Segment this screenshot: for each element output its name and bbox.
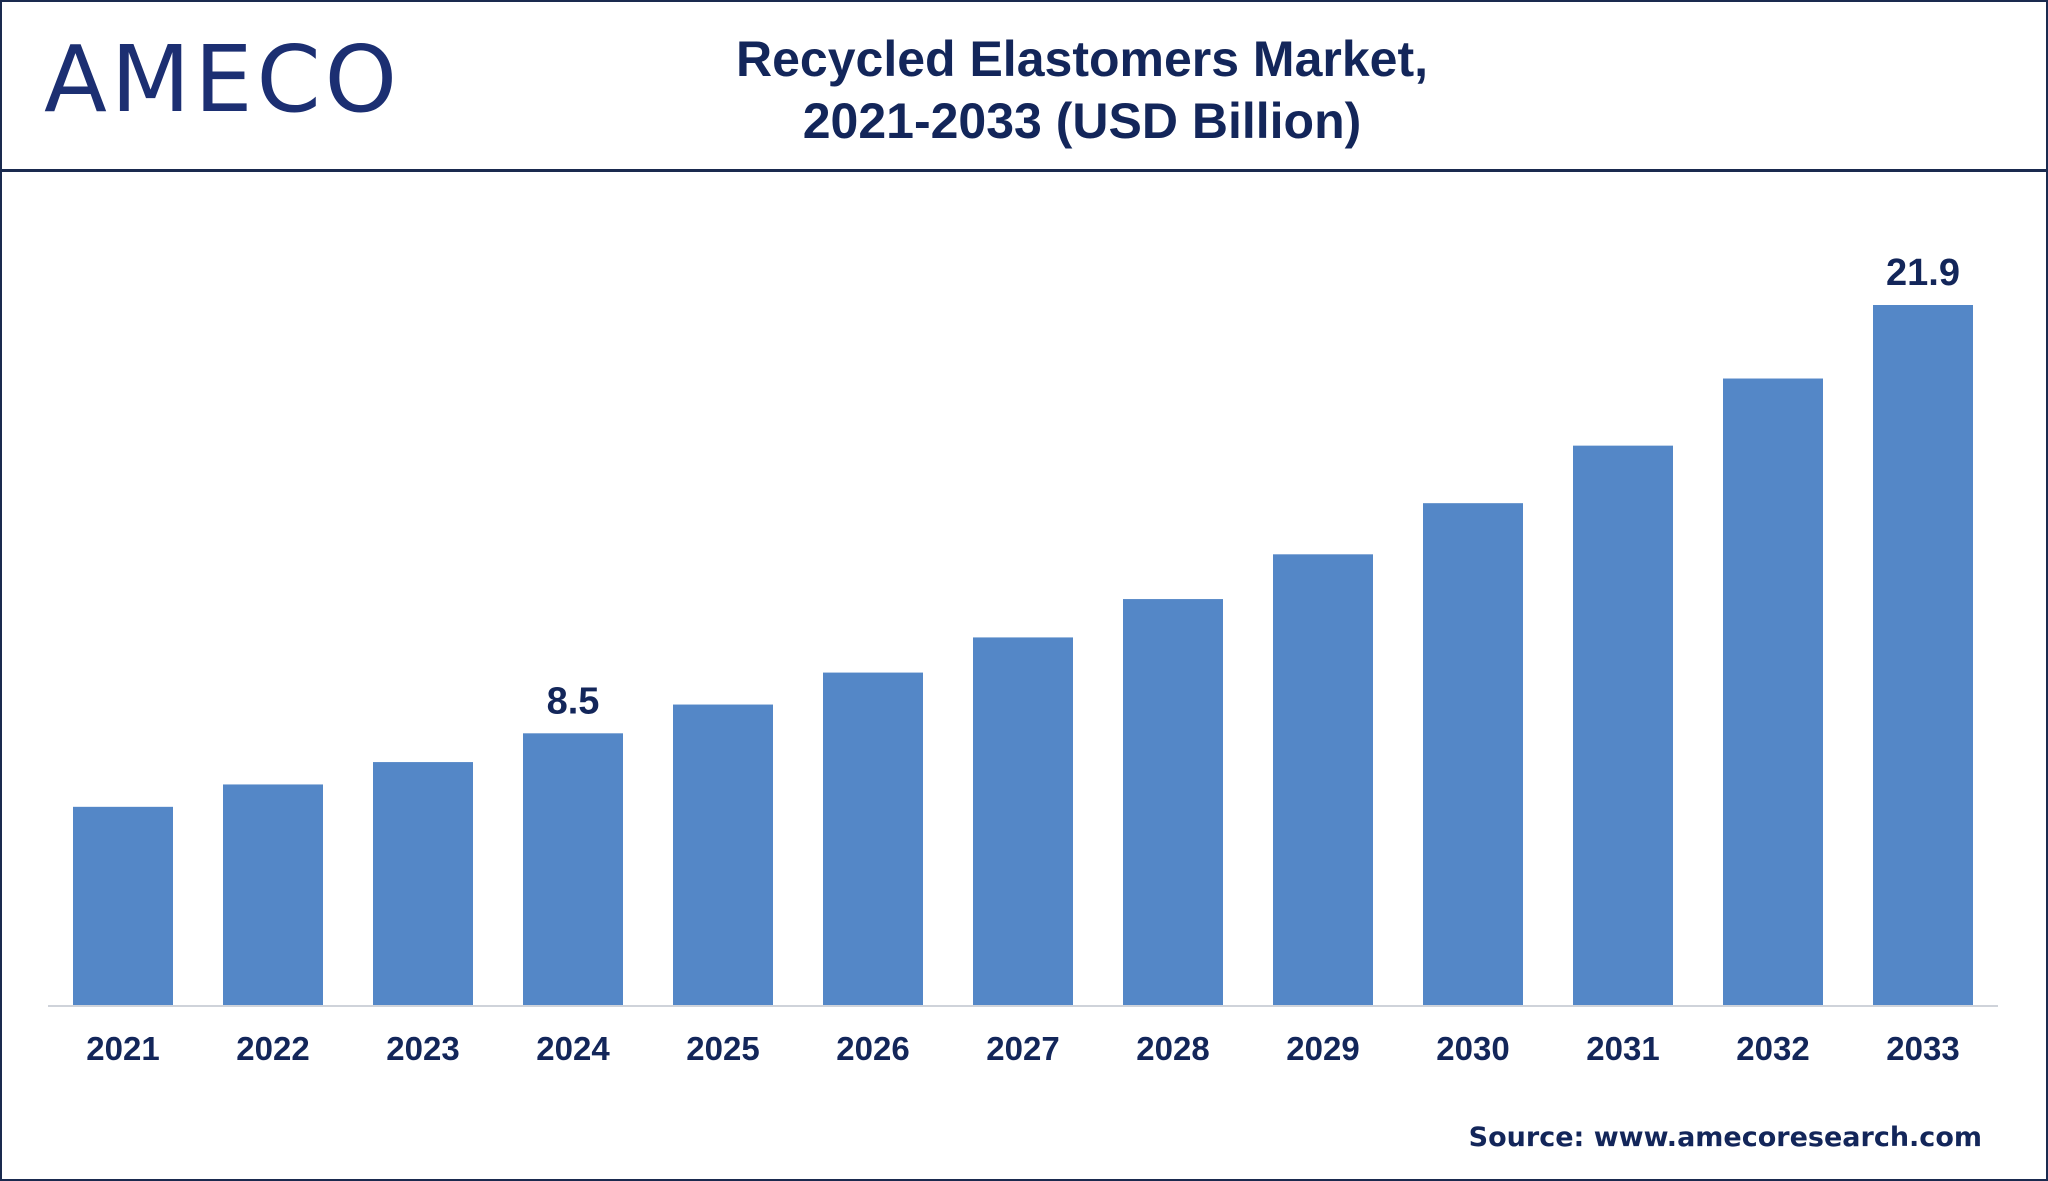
x-tick-label-2031: 2031 — [1586, 1030, 1659, 1067]
bar-2033 — [1873, 305, 1973, 1005]
x-tick-label-2027: 2027 — [986, 1030, 1059, 1067]
bar-2027 — [973, 637, 1073, 1005]
x-tick-label-2021: 2021 — [86, 1030, 159, 1067]
chart-title-line1: Recycled Elastomers Market, — [735, 31, 1429, 87]
source-note: Source: www.amecoresearch.com — [1468, 1122, 1982, 1153]
chart-title: Recycled Elastomers Market, 2021-2033 (U… — [562, 28, 1602, 152]
bar-2029 — [1273, 554, 1373, 1005]
bar-2025 — [673, 704, 773, 1005]
bar-2023 — [373, 762, 473, 1005]
data-label-2024: 8.5 — [547, 680, 600, 722]
bar-2021 — [73, 806, 173, 1005]
chart-title-line2: 2021-2033 (USD Billion) — [802, 93, 1362, 149]
bar-2028 — [1123, 599, 1223, 1005]
bar-2030 — [1423, 503, 1523, 1005]
x-tick-label-2028: 2028 — [1136, 1030, 1209, 1067]
bar-2032 — [1723, 378, 1823, 1005]
bar-2024 — [523, 733, 623, 1005]
x-tick-label-2032: 2032 — [1736, 1030, 1809, 1067]
x-tick-label-2033: 2033 — [1886, 1030, 1959, 1067]
x-tick-label-2023: 2023 — [386, 1030, 459, 1067]
x-tick-label-2030: 2030 — [1436, 1030, 1509, 1067]
x-tick-label-2022: 2022 — [236, 1030, 309, 1067]
x-tick-label-2024: 2024 — [536, 1030, 610, 1067]
bar-2031 — [1573, 445, 1673, 1005]
x-tick-label-2029: 2029 — [1286, 1030, 1359, 1067]
bar-2026 — [823, 672, 923, 1005]
header: AMECO Recycled Elastomers Market, 2021-2… — [2, 2, 2046, 172]
x-tick-label-2025: 2025 — [686, 1030, 759, 1067]
data-label-2033: 21.9 — [1886, 252, 1960, 294]
x-tick-label-2026: 2026 — [836, 1030, 909, 1067]
bar-2022 — [223, 784, 323, 1005]
ameco-logo: AMECO — [44, 26, 402, 133]
